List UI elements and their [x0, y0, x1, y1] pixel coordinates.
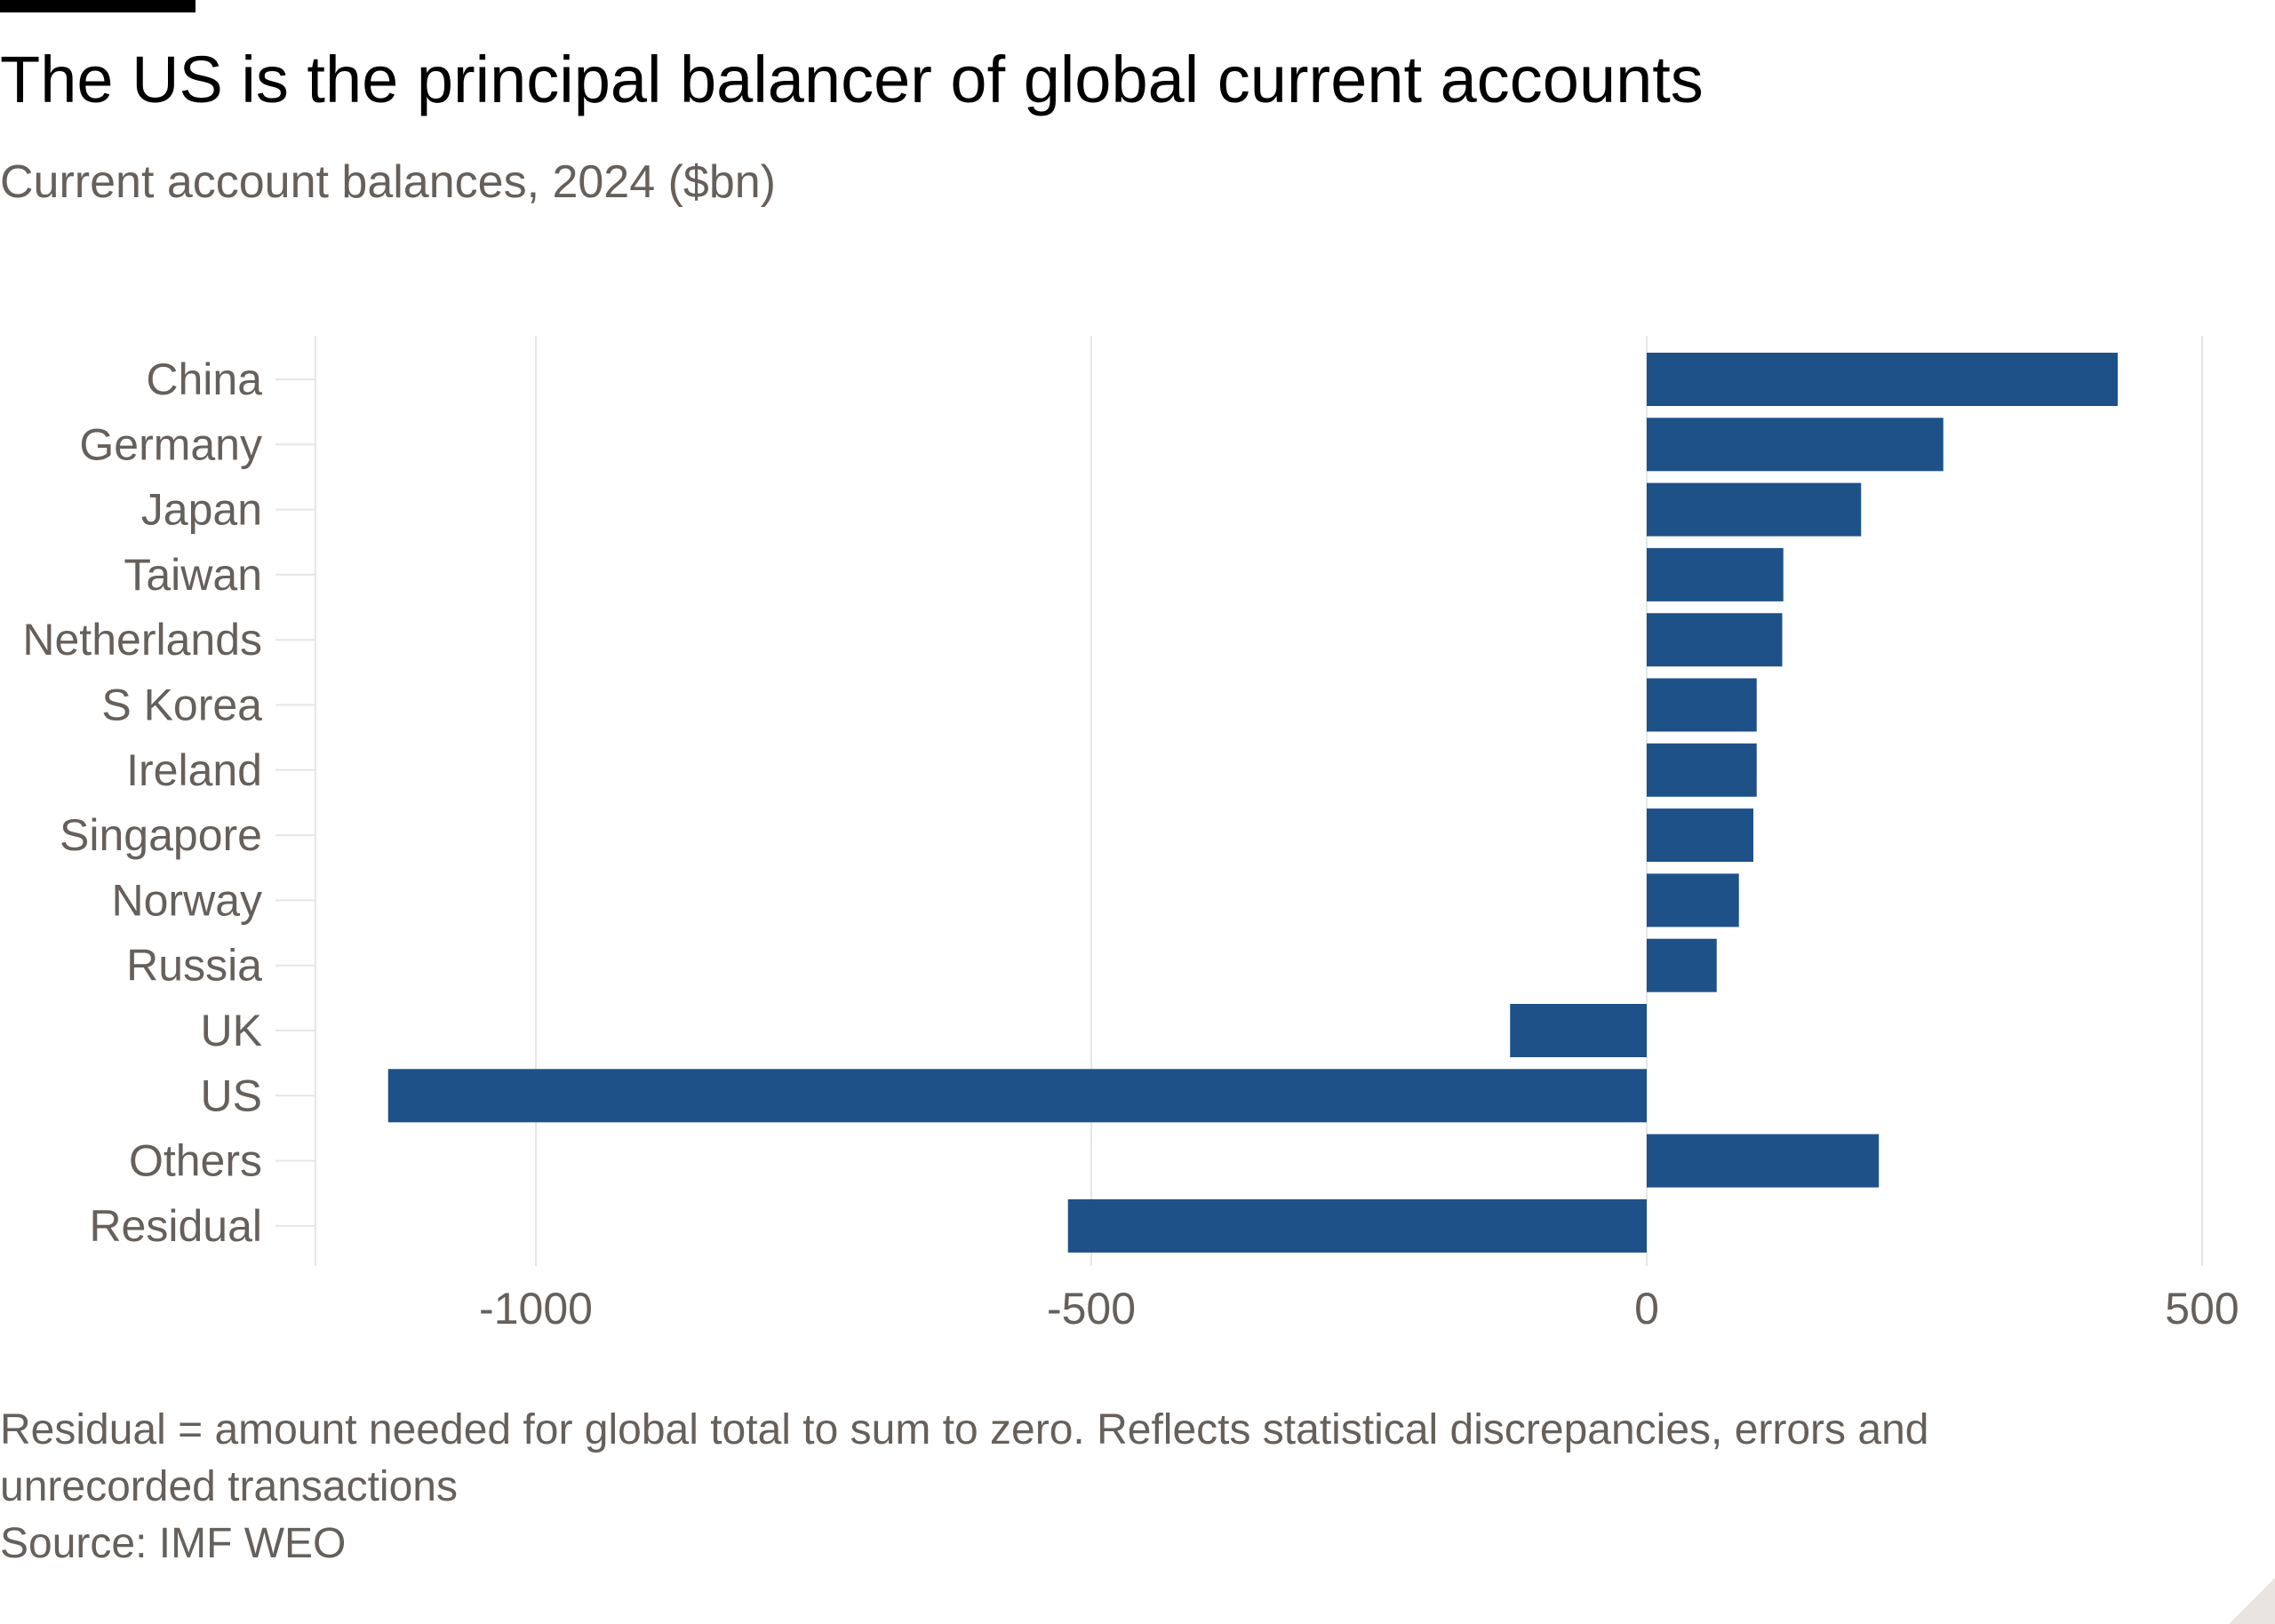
y-tick-label: Japan [141, 485, 262, 535]
bar-russia [1647, 938, 1717, 992]
bar-netherlands [1647, 613, 1783, 667]
y-tick-label: Residual [89, 1201, 262, 1251]
y-tick-label: Singapore [60, 810, 262, 860]
x-tick-label: -1000 [479, 1284, 593, 1333]
bar-germany [1647, 418, 1944, 472]
y-tick-label: China [146, 354, 262, 404]
top-rule [0, 0, 196, 12]
y-tick-label: Ireland [126, 745, 262, 795]
bar-chart: China Germany Japan Taiwan Netherlands S Kore… [22, 336, 2239, 1333]
bar-s-korea [1647, 678, 1757, 732]
x-tick-label: 0 [1634, 1284, 1659, 1333]
y-tick-label: S Korea [101, 681, 262, 730]
corner-fold [2229, 1578, 2275, 1624]
y-tick-label: Russia [126, 941, 262, 991]
chart-subtitle: Current account balances, 2024 ($bn) [0, 156, 776, 208]
x-tick-label: 500 [2165, 1284, 2239, 1333]
x-axis-tick-labels: -1000 -500 0 500 [479, 1284, 2239, 1333]
bar-singapore [1647, 808, 1753, 863]
bar-us [387, 1069, 1647, 1123]
y-tick-label: Others [129, 1136, 262, 1186]
gridlines [535, 336, 2203, 1266]
chart-title: The US is the principal balancer of glob… [0, 43, 1704, 116]
y-axis: China Germany Japan Taiwan Netherlands S Kore… [22, 336, 316, 1266]
y-tick-label: Norway [112, 875, 262, 925]
bar-ireland [1647, 743, 1757, 797]
y-tick-label: UK [201, 1006, 262, 1055]
x-tick-label: -500 [1047, 1284, 1136, 1333]
bar-uk [1510, 1004, 1647, 1057]
bar-residual [1067, 1198, 1647, 1253]
bars [387, 353, 2118, 1253]
source-note: Source: IMF WEO [0, 1520, 347, 1567]
bar-japan [1647, 482, 1862, 537]
bar-norway [1647, 873, 1739, 927]
y-tick-label: Netherlands [22, 615, 262, 665]
footnote: Residual = amount needed for global tota… [0, 1406, 1929, 1510]
y-tick-label: Germany [79, 419, 262, 469]
y-tick-label: Taiwan [124, 550, 262, 600]
bar-taiwan [1647, 547, 1784, 601]
bar-china [1647, 353, 2118, 406]
bar-others [1647, 1134, 1880, 1188]
y-tick-label: US [201, 1071, 262, 1120]
